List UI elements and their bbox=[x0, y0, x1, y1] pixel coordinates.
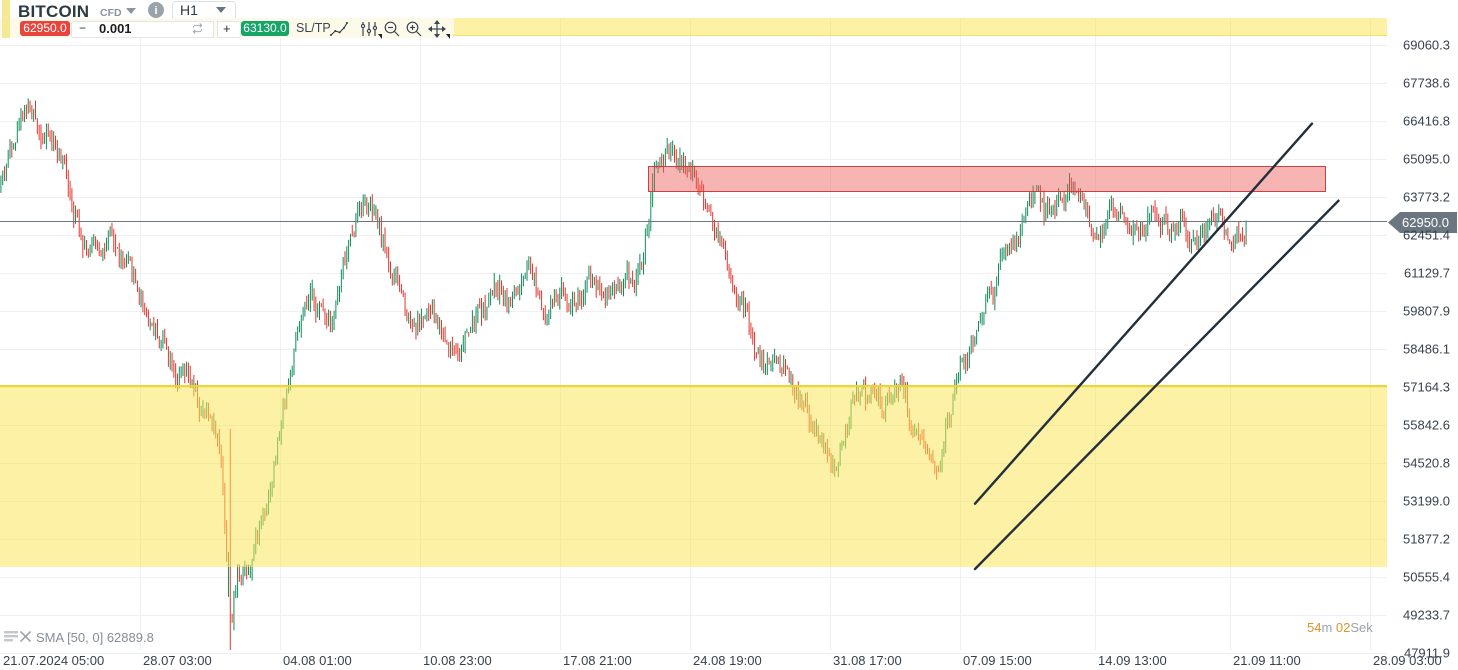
svg-text:i: i bbox=[154, 5, 157, 17]
